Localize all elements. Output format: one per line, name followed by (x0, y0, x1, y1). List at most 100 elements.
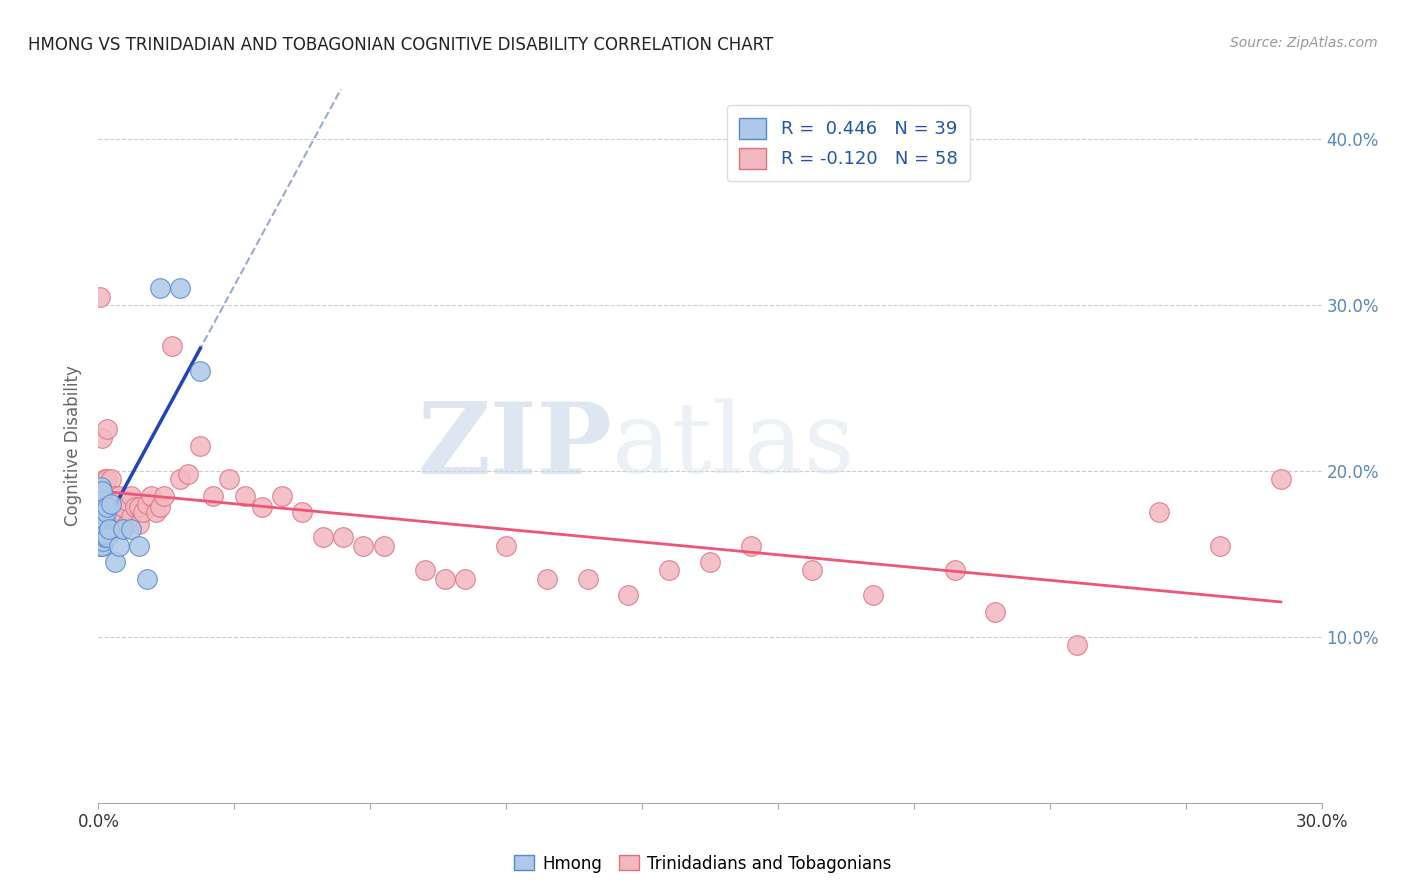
Point (536, 572, 558, 586)
Point (90, 516, 112, 531)
Point (658, 564, 681, 578)
Point (93, 505, 115, 519)
Point (136, 497, 159, 511)
Point (93, 530, 115, 544)
Point (104, 489, 127, 503)
Text: ZIP: ZIP (418, 398, 612, 494)
Point (576, 572, 599, 586)
Point (984, 605, 1007, 619)
Point (699, 555, 721, 569)
Point (89, 539, 111, 553)
Point (270, 489, 294, 503)
Point (136, 572, 159, 586)
Point (94, 505, 117, 519)
Point (943, 564, 966, 578)
Point (128, 500, 150, 515)
Point (128, 539, 150, 553)
Point (91, 505, 114, 519)
Point (373, 539, 395, 553)
Point (120, 510, 142, 524)
Text: Source: ZipAtlas.com: Source: ZipAtlas.com (1230, 36, 1378, 50)
Point (91, 510, 114, 524)
Point (617, 588, 640, 602)
Point (1147, 505, 1170, 519)
Text: atlas: atlas (612, 398, 855, 494)
Point (132, 505, 155, 519)
Point (111, 522, 134, 536)
Point (332, 530, 354, 544)
Point (91, 431, 114, 445)
Point (91, 500, 114, 515)
Point (96, 472, 118, 486)
Point (218, 472, 240, 486)
Point (1066, 638, 1088, 652)
Point (434, 572, 457, 586)
Point (169, 281, 191, 295)
Point (97, 522, 120, 536)
Point (454, 572, 477, 586)
Point (91, 539, 114, 553)
Point (91, 527, 114, 541)
Text: HMONG VS TRINIDADIAN AND TOBAGONIAN COGNITIVE DISABILITY CORRELATION CHART: HMONG VS TRINIDADIAN AND TOBAGONIAN COGN… (28, 36, 773, 54)
Legend: R =  0.446   N = 39, R = -0.120   N = 58: R = 0.446 N = 39, R = -0.120 N = 58 (727, 105, 970, 181)
Point (188, 439, 212, 453)
Y-axis label: Cognitive Disability: Cognitive Disability (65, 366, 83, 526)
Point (108, 489, 131, 503)
Point (100, 505, 122, 519)
Point (149, 281, 172, 295)
Point (91, 516, 114, 531)
Point (291, 505, 314, 519)
Point (93, 472, 115, 486)
Point (90, 514, 112, 528)
Point (233, 489, 256, 503)
Point (108, 505, 131, 519)
Point (1209, 539, 1232, 553)
Point (115, 516, 138, 531)
Point (120, 522, 142, 536)
Point (801, 564, 824, 578)
Point (89, 522, 111, 536)
Point (90, 530, 112, 544)
Point (740, 539, 762, 553)
Point (250, 500, 273, 515)
Point (94, 527, 117, 541)
Point (149, 500, 172, 515)
Point (96, 422, 118, 436)
Point (90, 539, 112, 553)
Point (90, 505, 112, 519)
Point (495, 539, 517, 553)
Point (169, 472, 191, 486)
Point (1270, 472, 1292, 486)
Point (94, 514, 117, 528)
Point (96, 500, 118, 515)
Point (188, 364, 212, 378)
Point (89, 290, 111, 304)
Point (413, 564, 436, 578)
Point (115, 493, 138, 508)
Point (89, 497, 111, 511)
Point (128, 516, 150, 531)
Point (91, 533, 114, 548)
Point (100, 472, 122, 486)
Point (152, 489, 174, 503)
Point (160, 339, 183, 353)
Point (90, 481, 112, 495)
Point (108, 539, 131, 553)
Point (177, 467, 200, 482)
Point (91, 510, 114, 524)
Point (111, 522, 134, 536)
Point (100, 497, 122, 511)
Point (96, 530, 118, 544)
Point (862, 588, 884, 602)
Point (141, 489, 163, 503)
Point (120, 489, 142, 503)
Point (352, 539, 374, 553)
Point (201, 489, 224, 503)
Point (91, 493, 114, 508)
Point (104, 555, 127, 569)
Point (312, 530, 335, 544)
Point (90, 489, 112, 503)
Point (93, 522, 115, 536)
Point (111, 500, 134, 515)
Point (104, 522, 127, 536)
